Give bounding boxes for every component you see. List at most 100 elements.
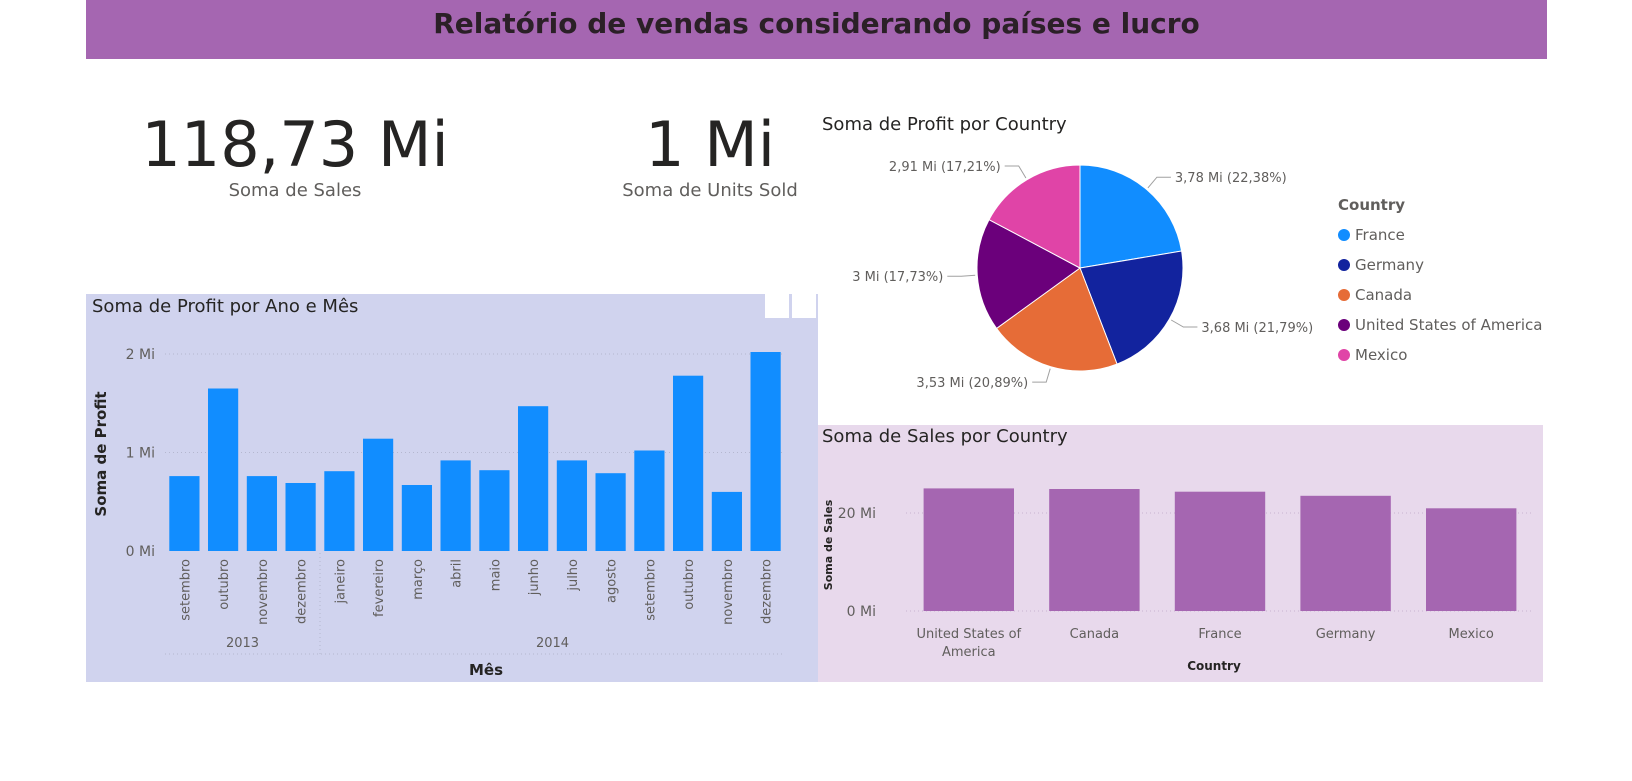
legend-item-united-states[interactable]: United States of America <box>1338 310 1542 340</box>
kpi-card-units-sold[interactable]: 1 Mi Soma de Units Sold <box>600 108 820 202</box>
bar[interactable] <box>401 485 432 551</box>
bar[interactable] <box>556 460 587 551</box>
bar[interactable] <box>634 450 665 552</box>
month-chart-title: Soma de Profit por Ano e Mês <box>92 296 359 317</box>
x-group-label: 2013 <box>226 636 259 651</box>
x-tick-label-line: France <box>1198 627 1241 642</box>
bar[interactable] <box>595 473 626 551</box>
x-tick-label: fevereiro <box>372 559 387 617</box>
x-tick-label-line: United States of <box>916 627 1021 642</box>
pie-slice-germany[interactable] <box>1079 250 1184 365</box>
y-tick-label: 0 Mi <box>847 604 876 620</box>
pie-slice-france[interactable] <box>1079 164 1183 269</box>
x-tick-label: dezembro <box>295 559 310 624</box>
x-tick-label: janeiro <box>333 559 348 604</box>
x-tick-label: dezembro <box>760 559 775 624</box>
x-tick-label: France <box>1198 627 1241 642</box>
bar[interactable] <box>1049 489 1140 611</box>
x-tick-label: outubro <box>682 559 697 610</box>
x-tick-label: julho <box>566 559 581 592</box>
pie-data-label: 3 Mi (17,73%) <box>852 270 943 285</box>
bar[interactable] <box>479 470 510 551</box>
bar[interactable] <box>1426 508 1517 611</box>
legend-item-france[interactable]: France <box>1338 220 1542 250</box>
x-tick-label-line: Germany <box>1316 627 1376 642</box>
profit-by-month-panel[interactable]: Soma de Profit por Ano e Mês 0 Mi 1 Mi 2 M… <box>86 294 818 682</box>
sales-by-country-panel[interactable]: Soma de Sales por Country 0 Mi 20 Mi Unite… <box>818 425 1543 682</box>
report-title: Relatório de vendas considerando países … <box>433 7 1200 40</box>
y-axis-title: Soma de Sales <box>822 499 835 590</box>
pie-leader-line <box>1147 176 1171 189</box>
legend-dot-icon <box>1338 319 1350 331</box>
bar[interactable] <box>208 388 239 552</box>
x-tick-label-line: Canada <box>1070 627 1119 642</box>
bar[interactable] <box>750 352 781 551</box>
y-axis-title: Soma de Profit <box>92 391 110 516</box>
legend-label: United States of America <box>1355 316 1543 334</box>
pie-data-label: 3,53 Mi (20,89%) <box>916 376 1028 391</box>
profit-by-month-chart[interactable]: 0 Mi 1 Mi 2 Mi setembro outubro novembro dezem… <box>86 294 818 682</box>
kpi-label: Soma de Sales <box>228 180 362 201</box>
bar[interactable] <box>711 491 742 551</box>
y-tick-label: 20 Mi <box>838 506 876 522</box>
bar[interactable] <box>246 476 277 551</box>
legend-item-germany[interactable]: Germany <box>1338 250 1542 280</box>
pie-leader-line <box>947 274 976 277</box>
pie-data-label: 3,68 Mi (21,79%) <box>1201 321 1313 336</box>
y-tick-label: 0 Mi <box>126 544 155 560</box>
y-tick-label: 1 Mi <box>126 446 155 462</box>
legend-dot-icon <box>1338 229 1350 241</box>
pie-chart-title: Soma de Profit por Country <box>822 114 1067 135</box>
legend-label: Mexico <box>1355 346 1408 364</box>
pie-data-label: 3,78 Mi (22,38%) <box>1175 171 1287 186</box>
kpi-label: Soma de Units Sold <box>622 180 798 201</box>
sales-by-country-chart[interactable]: 0 Mi 20 Mi United States of America Canada Fr… <box>818 425 1543 682</box>
legend-label: Germany <box>1355 256 1424 274</box>
kpi-card-sales[interactable]: 118,73 Mi Soma de Sales <box>140 108 450 202</box>
bar[interactable] <box>1300 495 1391 611</box>
x-tick-label: maio <box>488 559 503 591</box>
pie-slice-united-states-of-america[interactable] <box>976 218 1081 330</box>
bar[interactable] <box>363 438 394 551</box>
kpi-value: 1 Mi <box>645 108 775 181</box>
y-tick-label: 2 Mi <box>126 347 155 363</box>
x-tick-label-line: America <box>942 645 996 660</box>
x-tick-label: março <box>411 559 426 600</box>
x-tick-label: junho <box>527 559 542 596</box>
legend-dot-icon <box>1338 349 1350 361</box>
bar[interactable] <box>673 375 704 551</box>
x-tick-label: outubro <box>217 559 232 610</box>
x-tick-label: Mexico <box>1448 627 1493 642</box>
more-options-icon[interactable] <box>792 294 816 318</box>
bar[interactable] <box>324 471 355 551</box>
bar[interactable] <box>440 460 471 551</box>
pie-data-label: 2,91 Mi (17,21%) <box>889 160 1001 175</box>
pie-leader-line <box>1170 319 1198 328</box>
x-tick-label: novembro <box>721 559 736 625</box>
bar[interactable] <box>1174 491 1266 611</box>
pie-chart[interactable]: 3,78 Mi (22,38%) 3,68 Mi (21,79%) 3,53 Mi … <box>830 150 1350 410</box>
bar[interactable] <box>169 476 200 551</box>
legend-dot-icon <box>1338 289 1350 301</box>
x-group-label: 2014 <box>536 636 569 651</box>
legend-dot-icon <box>1338 259 1350 271</box>
legend-label: Canada <box>1355 286 1413 304</box>
legend-label: France <box>1355 226 1405 244</box>
legend-item-canada[interactable]: Canada <box>1338 280 1542 310</box>
bar[interactable] <box>518 406 549 551</box>
x-tick-label-line: Mexico <box>1448 627 1493 642</box>
pie-leader-line <box>1032 368 1051 383</box>
pie-slice-mexico[interactable] <box>988 164 1081 269</box>
pie-leader-line <box>1004 165 1027 179</box>
focus-mode-icon[interactable] <box>765 294 789 318</box>
x-tick-label: United States of America <box>916 627 1021 660</box>
bar[interactable] <box>285 483 316 551</box>
pie-slice-canada[interactable] <box>995 267 1118 372</box>
x-tick-label: novembro <box>256 559 271 625</box>
bar[interactable] <box>923 488 1014 611</box>
x-tick-label: Germany <box>1316 627 1376 642</box>
x-tick-label: Canada <box>1070 627 1119 642</box>
legend-item-mexico[interactable]: Mexico <box>1338 340 1542 370</box>
kpi-value: 118,73 Mi <box>141 108 449 181</box>
x-axis-title: Mês <box>469 661 503 679</box>
